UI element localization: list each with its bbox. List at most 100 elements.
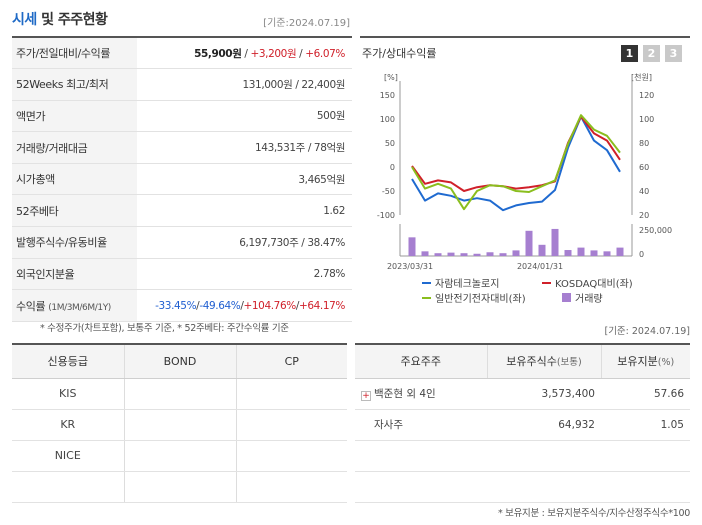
header-sub: (보통)	[556, 357, 582, 369]
volume-bar	[590, 250, 598, 256]
volume-bar	[499, 253, 507, 256]
x-tick-label: 2023/03/31	[387, 262, 433, 271]
table-cell	[487, 471, 601, 503]
right-tick-label: 100	[639, 115, 654, 124]
volume-bar	[577, 247, 585, 256]
title-highlight: 시세	[12, 12, 37, 28]
ownership-pct: 57.66	[601, 378, 690, 410]
table-cell: KR	[12, 409, 124, 441]
row-label: 52주베타	[12, 194, 137, 228]
right-axis-label: [천원]	[631, 72, 652, 82]
table-row: KIS	[12, 378, 347, 410]
row-label: 52Weeks 최고/최저	[12, 68, 137, 101]
price-summary-table: 주가/전일대비/수익률 55,900원 / +3,200원 / +6.07% 5…	[12, 36, 352, 322]
row-label: 주가/전일대비/수익률	[12, 36, 137, 70]
row-value: 6,197,730주 / 38.47%	[137, 226, 352, 259]
row-value: 500원	[137, 100, 352, 133]
table-header-row: 신용등급 BOND CP	[12, 343, 347, 379]
chart-title: 주가/상대수익률	[362, 47, 437, 60]
shares-held: 3,573,400	[487, 378, 601, 410]
section-title: 시세 및 주주현황	[12, 9, 108, 29]
row-label-sub: (1M/3M/6M/1Y)	[48, 302, 111, 313]
table-row: 52주베타 1.62	[12, 194, 352, 228]
volume-bar	[421, 251, 429, 256]
table-row: 액면가 500원	[12, 100, 352, 133]
table-row: 외국인지분율 2.78%	[12, 258, 352, 291]
ownership-pct: 1.05	[601, 409, 690, 441]
row-label: 외국인지분율	[12, 258, 137, 291]
table-cell	[355, 471, 487, 503]
table-cell	[12, 471, 124, 503]
left-tick-label: 50	[385, 139, 395, 148]
volume-tick-label: 0	[639, 250, 644, 259]
header-main: 보유주식수	[506, 355, 557, 369]
separator: /	[240, 299, 244, 312]
table-row: 자사주 64,932 1.05	[355, 409, 690, 441]
right-tick-label: 60	[639, 163, 649, 172]
left-tick-label: -100	[377, 211, 395, 220]
legend-label: 거래량	[575, 293, 603, 305]
price-change-rate: +6.07%	[305, 47, 345, 60]
table-row: 시가총액 3,465억원	[12, 163, 352, 196]
legend-label: 자람테크놀로지	[435, 277, 499, 290]
right-tick-label: 40	[639, 187, 649, 196]
right-tick-label: 80	[639, 139, 649, 148]
row-value: 143,531주 / 78억원	[137, 131, 352, 164]
table-row: 거래량/거래대금 143,531주 / 78억원	[12, 131, 352, 164]
row-label: 수익률 (1M/3M/6M/1Y)	[12, 289, 137, 322]
holder-footnote: * 보유지분 : 보유지분주식수/지수산정주식수*100	[497, 508, 690, 519]
volume-bar	[525, 230, 533, 256]
table-row: 52Weeks 최고/최저 131,000원 / 22,400원	[12, 68, 352, 101]
volume-bar	[616, 247, 624, 256]
legend-swatch	[562, 293, 571, 302]
volume-bar	[551, 228, 559, 256]
header-sub: (%)	[657, 357, 675, 369]
row-label: 시가총액	[12, 163, 137, 196]
right-tick-label: 120	[639, 91, 654, 100]
left-axis-label: [%]	[384, 73, 398, 82]
major-shareholder-table: 주요주주 보유주식수(보통) 보유지분(%) + 백준현 외 4인 3,573,4…	[355, 343, 690, 503]
table-row: 발행주식수/유동비율 6,197,730주 / 38.47%	[12, 226, 352, 259]
row-label: 거래량/거래대금	[12, 131, 137, 164]
chart-tab-1-button[interactable]: 1	[621, 45, 638, 62]
row-label-main: 수익률	[16, 299, 46, 313]
row-value: 3,465억원	[137, 163, 352, 196]
volume-bar	[460, 253, 468, 256]
left-tick-label: -50	[382, 187, 395, 196]
table-cell	[123, 471, 236, 503]
volume-bar	[486, 252, 494, 256]
column-header: 보유주식수(보통)	[486, 343, 601, 379]
volume-tick-label: 250,000	[639, 226, 672, 235]
table-cell: NICE	[12, 440, 124, 472]
table-row	[12, 471, 347, 503]
price-change: +3,200원	[250, 47, 297, 60]
row-label: 액면가	[12, 100, 137, 133]
volume-bar	[538, 244, 546, 256]
table-row: 수익률 (1M/3M/6M/1Y) -33.45%/-49.64%/+104.7…	[12, 289, 352, 322]
table-row: 주가/전일대비/수익률 55,900원 / +3,200원 / +6.07%	[12, 36, 352, 70]
chart-panel: 주가/상대수익률 1 2 3 [%] [천원] 150 100 50 0 -50 -100 12…	[360, 36, 690, 314]
expand-icon[interactable]: +	[361, 391, 371, 401]
volume-bar	[473, 253, 481, 256]
reference-date-2: [기준: 2024.07.19]	[604, 326, 690, 337]
chart-tab-2-button[interactable]: 2	[643, 45, 660, 62]
series-line	[411, 114, 621, 211]
left-tick-label: 0	[390, 163, 395, 172]
current-price: 55,900원	[194, 47, 242, 60]
section-header: 시세 및 주주현황 [기준:2024.07.19]	[0, 0, 702, 34]
separator: /	[295, 299, 300, 312]
shares-held: 64,932	[487, 409, 601, 441]
row-label: 발행주식수/유동비율	[12, 226, 137, 259]
column-header: BOND	[123, 343, 236, 379]
chart-tab-3-button[interactable]: 3	[665, 45, 682, 62]
volume-bar	[447, 252, 455, 256]
return-1y: +64.17%	[298, 299, 345, 312]
separator: /	[296, 47, 306, 60]
table-row: NICE	[12, 440, 347, 472]
return-6m: +104.76%	[243, 299, 296, 312]
header-main: 보유지분	[617, 355, 658, 369]
separator: /	[196, 299, 200, 312]
right-tick-label: 20	[639, 211, 649, 220]
table-cell	[235, 409, 347, 441]
series-line	[411, 115, 621, 212]
